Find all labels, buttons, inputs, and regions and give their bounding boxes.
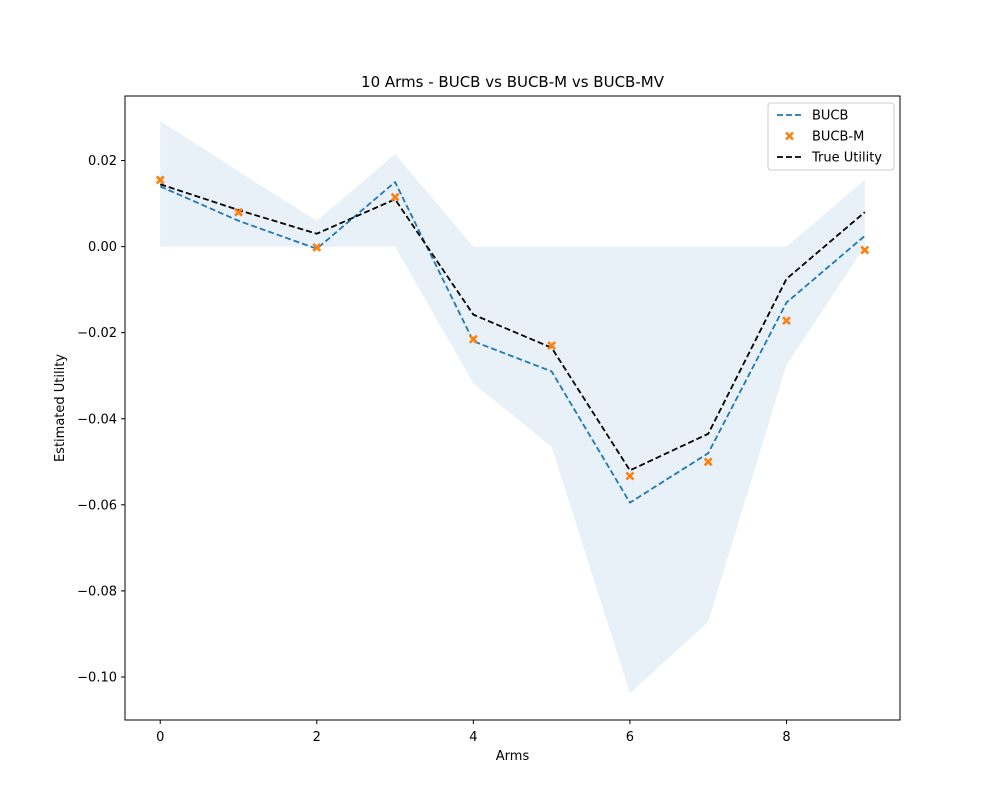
legend: BUCB BUCB-M True Utility [767,102,895,171]
series-line-true-utility [159,183,866,472]
axes-frame [124,95,901,721]
legend-swatch-bucb-m [785,131,794,141]
y-tick-label: −0.04 [77,412,117,427]
y-tick-label: 0.00 [88,240,117,255]
data-point-bucb-m [547,341,557,351]
legend-label-bucb: BUCB [812,109,848,124]
y-tick-label: 0.02 [88,154,117,169]
x-tick-label: 0 [156,730,164,745]
data-point-bucb-m [468,334,478,344]
data-point-bucb-m [703,457,713,467]
x-tick-label: 8 [782,730,790,745]
data-point-bucb-m [155,175,165,185]
data-point-bucb-m [782,316,791,326]
confidence-band-layer [160,120,865,694]
x-axis-label: Arms [496,749,530,764]
y-tick-label: −0.06 [77,498,117,513]
x-tick-label: 2 [313,730,321,745]
confidence-band [160,120,865,694]
y-tick-label: −0.08 [77,584,117,599]
legend-label-bucb-m: BUCB-M [812,130,864,145]
x-tick-label: 6 [626,730,634,745]
y-tick-label: −0.02 [77,326,117,341]
legend-label-true-utility: True Utility [811,151,882,166]
data-point-bucb-m [234,207,243,217]
y-axis-ticks: 0.02 0.00 −0.02 −0.04 −0.06 −0.08 −0.10 [77,154,125,685]
data-point-bucb-m [625,471,635,481]
data-point-bucb-m [312,243,322,252]
series-line-bucb [159,181,866,504]
series-layer [155,175,870,504]
data-point-bucb-m [860,245,870,255]
y-tick-label: −0.10 [77,670,117,685]
x-axis-ticks: 0 2 4 6 8 [156,720,791,745]
x-tick-label: 4 [469,730,477,745]
chart-title: 10 Arms - BUCB vs BUCB-M vs BUCB-MV [361,73,665,91]
data-point-bucb-m [390,192,400,202]
y-axis-label: Estimated Utility [53,354,68,462]
legend-box [767,102,895,171]
